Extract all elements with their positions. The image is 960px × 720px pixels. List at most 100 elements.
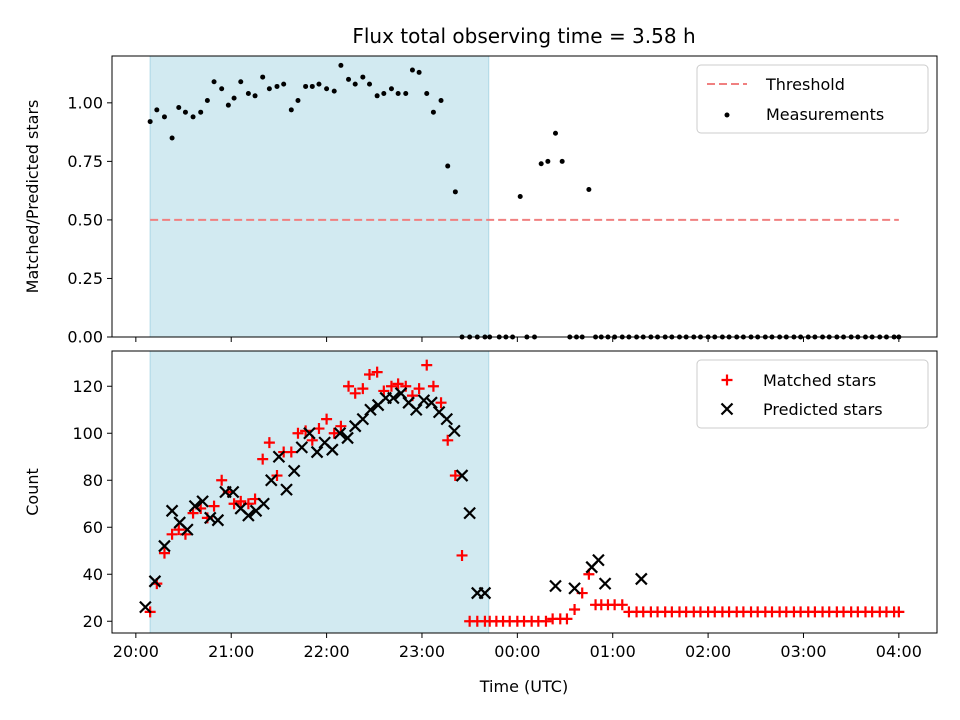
measurement-point [169,135,175,141]
measurement-point [586,186,592,192]
y-tick-label: 80 [83,471,103,490]
measurement-point [204,97,210,103]
predicted-star-point [326,443,339,456]
measurement-point [352,81,358,87]
measurement-point [381,90,387,96]
top-axes-frame [111,55,938,338]
measurement-point [438,97,444,103]
y-tick-label: 0.50 [67,210,103,229]
bottom-axes-frame [111,350,938,634]
x-tick-label: 21:00 [208,642,254,661]
matched-star-point [158,547,170,559]
legend-box [696,359,929,429]
measurement-point [338,62,344,68]
predicted-star-point [568,582,581,595]
predicted-star-point [310,445,324,459]
matched-star-point [449,470,461,482]
matched-star-point [208,500,220,512]
predicted-star-point [387,391,400,405]
measurement-point [190,114,196,120]
matched-star-point [343,380,355,392]
predicted-star-point [356,412,370,426]
measurement-point [424,90,430,96]
matched-star-point [540,615,552,627]
predicted-star-point [158,539,171,553]
legend-predicted-label: Predicted stars [763,400,883,419]
measurement-point [288,107,294,113]
predicted-star-point [196,495,209,508]
x-tick-label: 03:00 [780,642,826,661]
x-axis-label: Time (UTC) [479,677,568,696]
y-tick-label: 20 [83,612,103,631]
predicted-star-point [448,424,461,438]
measurement-point [517,194,523,199]
predicted-star-point [592,553,605,567]
x-tick-label: 22:00 [304,642,350,661]
matched-star-point [392,378,404,390]
matched-star-point [421,359,433,371]
y-tick-label: 120 [72,377,103,396]
matched-star-point [561,613,573,625]
measurement-point [445,163,451,169]
predicted-star-point [333,426,347,440]
measurement-point [552,130,558,136]
predicted-star-point [425,396,438,409]
measurement-point [274,83,280,89]
measurement-point [416,69,422,75]
matched-star-point [257,453,269,465]
measurement-point [367,81,373,87]
bottom-axes-count: 20 40 60 80 100 120 20:00 21:00 22:00 23:00 00:00 0… [23,350,938,661]
predicted-star-point [272,450,286,464]
x-tick-label: 20:00 [113,642,159,661]
matched-star-point [292,427,304,439]
predicted-star-point [478,586,492,600]
measurement-point [403,90,409,96]
matched-star-point [321,413,333,425]
measurement-point [409,67,415,73]
matched-star-point [166,528,178,540]
observing-span-shade [149,350,490,634]
predicted-star-point [181,523,194,536]
matched-star-point [456,549,468,561]
x-tick-label: 23:00 [399,642,445,661]
matched-star-point [385,380,397,392]
y-axis-label: Matched/Predicted stars [23,100,42,294]
legend-matched-label: Matched stars [763,371,876,390]
predicted-star-point [257,497,270,511]
y-tick-label: 0.25 [67,269,103,288]
matched-star-point [616,599,628,611]
top-axes-ratio: 0.00 0.25 0.50 0.75 1.00 Matched/Predicted st… [23,55,938,347]
matched-star-point [442,434,454,446]
matched-star-point [263,437,275,449]
legend-threshold-label: Threshold [765,75,845,94]
measurement-point [559,158,565,164]
predicted-star-point [148,575,162,588]
predicted-star-point [139,600,152,614]
matched-star-point [569,604,581,615]
matched-star-point [285,446,297,458]
top-legend: Threshold Measurements [696,64,929,134]
measurement-point [360,74,366,80]
y-tick-label: 0.00 [67,328,103,347]
predicted-star-point [264,473,278,487]
predicted-star-point [364,403,377,417]
matched-star-point [349,387,361,399]
measurement-point [303,83,309,89]
y-tick-label: 0.75 [67,152,103,171]
matched-star-point [328,427,340,439]
predicted-star-point [295,441,309,454]
matched-star-point [235,495,247,507]
predicted-star-point [188,499,202,513]
predicted-star-point [598,577,612,590]
legend-matched-swatch [721,374,733,386]
predicted-star-point [409,403,423,417]
matched-star-point [427,380,439,392]
measurement-point [260,74,266,80]
measurement-point [452,189,458,195]
measurement-point [252,93,258,99]
y-tick-label: 1.00 [67,93,103,112]
matched-star-point [216,474,228,486]
measurement-point [266,86,272,92]
measurement-point [161,114,167,120]
